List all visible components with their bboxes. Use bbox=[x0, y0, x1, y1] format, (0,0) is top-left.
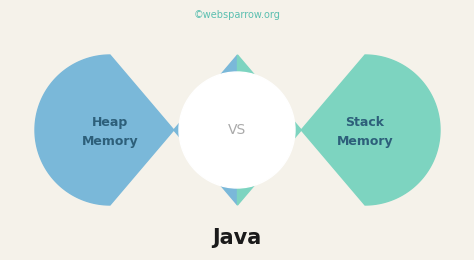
Polygon shape bbox=[237, 55, 440, 205]
Text: Stack
Memory: Stack Memory bbox=[337, 116, 393, 148]
Text: Java: Java bbox=[212, 228, 262, 248]
Text: Heap
Memory: Heap Memory bbox=[82, 116, 138, 148]
Text: ©websparrow.org: ©websparrow.org bbox=[193, 10, 281, 20]
Text: VS: VS bbox=[228, 123, 246, 137]
Polygon shape bbox=[35, 55, 237, 205]
Circle shape bbox=[179, 72, 295, 188]
